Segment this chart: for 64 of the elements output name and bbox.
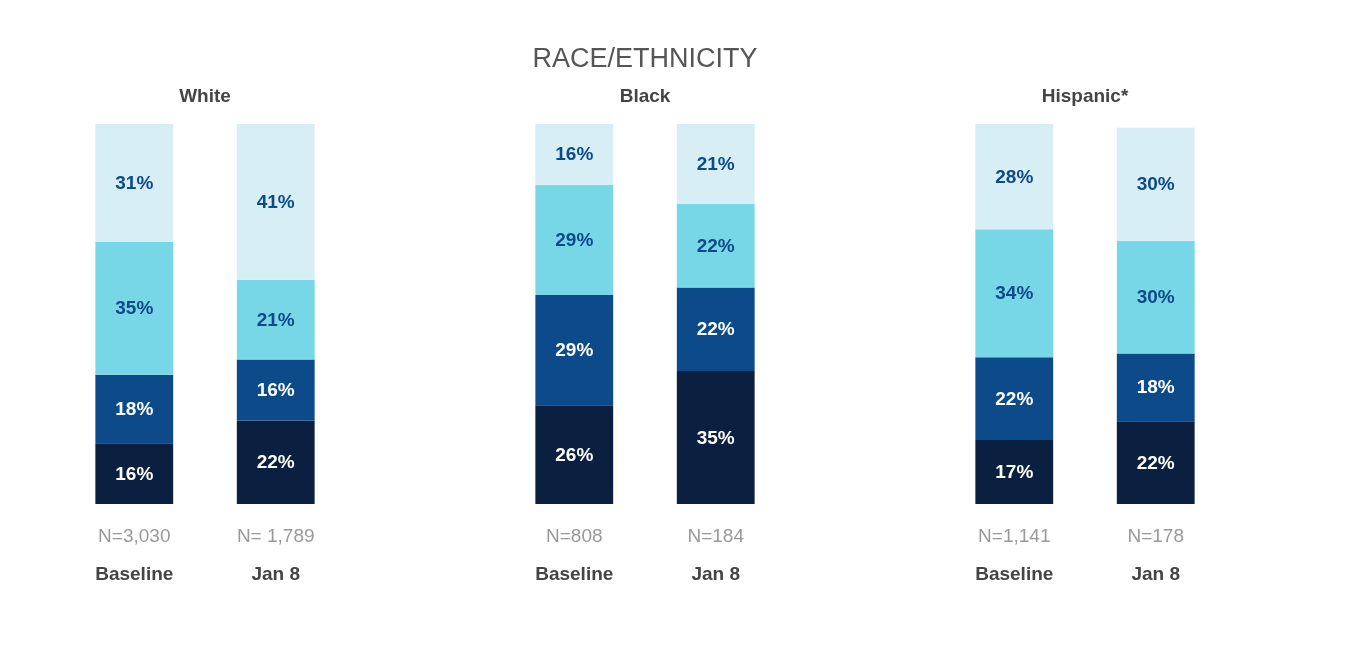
- bar: [236, 279, 315, 360]
- bar: [236, 124, 315, 280]
- data-label: 29%: [555, 339, 594, 361]
- data-label: 21%: [696, 152, 735, 174]
- bar: [95, 124, 174, 242]
- text: N=808: [546, 525, 603, 546]
- x-tick-label: Baseline: [95, 563, 174, 584]
- text: N=178: [1127, 525, 1184, 546]
- bar: [1116, 353, 1195, 422]
- text: N=184: [687, 525, 745, 546]
- data-label: 16%: [256, 379, 295, 400]
- bar: [676, 124, 755, 204]
- bar: [975, 357, 1054, 441]
- bar: [975, 124, 1054, 230]
- bar: [1116, 421, 1195, 504]
- x-tick-label: Baseline: [535, 563, 614, 584]
- text: N= 1,789: [236, 525, 315, 546]
- data-label: 34%: [995, 282, 1034, 304]
- chart-title: Black: [619, 85, 671, 106]
- data-label: 41%: [256, 190, 295, 212]
- data-label: 18%: [1136, 376, 1175, 398]
- text: N=1,141: [978, 525, 1051, 546]
- bar: [1116, 240, 1195, 354]
- data-label: 22%: [696, 234, 735, 256]
- bar: [676, 371, 755, 504]
- bar: [975, 229, 1054, 358]
- chart-title: Hispanic*: [1041, 85, 1129, 106]
- bar: [676, 203, 755, 288]
- x-tick-label: Jan 8: [1131, 563, 1181, 584]
- bar: [535, 295, 614, 406]
- data-label: 16%: [555, 143, 594, 165]
- data-label: 18%: [115, 398, 154, 419]
- data-label: 21%: [256, 308, 295, 330]
- bar: [236, 359, 315, 421]
- data-label: 16%: [115, 462, 154, 484]
- data-label: 29%: [555, 228, 594, 250]
- bar: [1116, 127, 1195, 241]
- chart-title: White: [179, 85, 231, 106]
- bar: [535, 124, 614, 185]
- bar: [95, 374, 174, 444]
- bar: [535, 184, 614, 295]
- bar: [95, 241, 174, 375]
- data-label: 26%: [555, 443, 594, 465]
- data-label: 30%: [1136, 286, 1175, 308]
- data-label: 22%: [696, 318, 735, 340]
- text: N=3,030: [98, 525, 171, 546]
- data-label: 28%: [995, 165, 1034, 187]
- bar: [95, 443, 174, 504]
- x-tick-label: Jan 8: [251, 563, 301, 584]
- bar: [535, 405, 614, 504]
- data-label: 35%: [115, 297, 154, 319]
- data-label: 22%: [995, 387, 1034, 409]
- bar: [676, 287, 755, 371]
- bar: [236, 420, 315, 504]
- data-label: 31%: [115, 171, 154, 193]
- data-label: 17%: [995, 461, 1034, 483]
- data-label: 30%: [1136, 173, 1175, 195]
- data-label: 22%: [256, 451, 295, 473]
- chart-subtitle: RACE/ETHNICITY: [532, 43, 758, 73]
- data-label: 35%: [696, 426, 735, 448]
- x-tick-label: Baseline: [975, 563, 1054, 584]
- data-label: 22%: [1136, 451, 1175, 473]
- x-tick-label: Jan 8: [691, 563, 741, 584]
- bar: [975, 440, 1054, 504]
